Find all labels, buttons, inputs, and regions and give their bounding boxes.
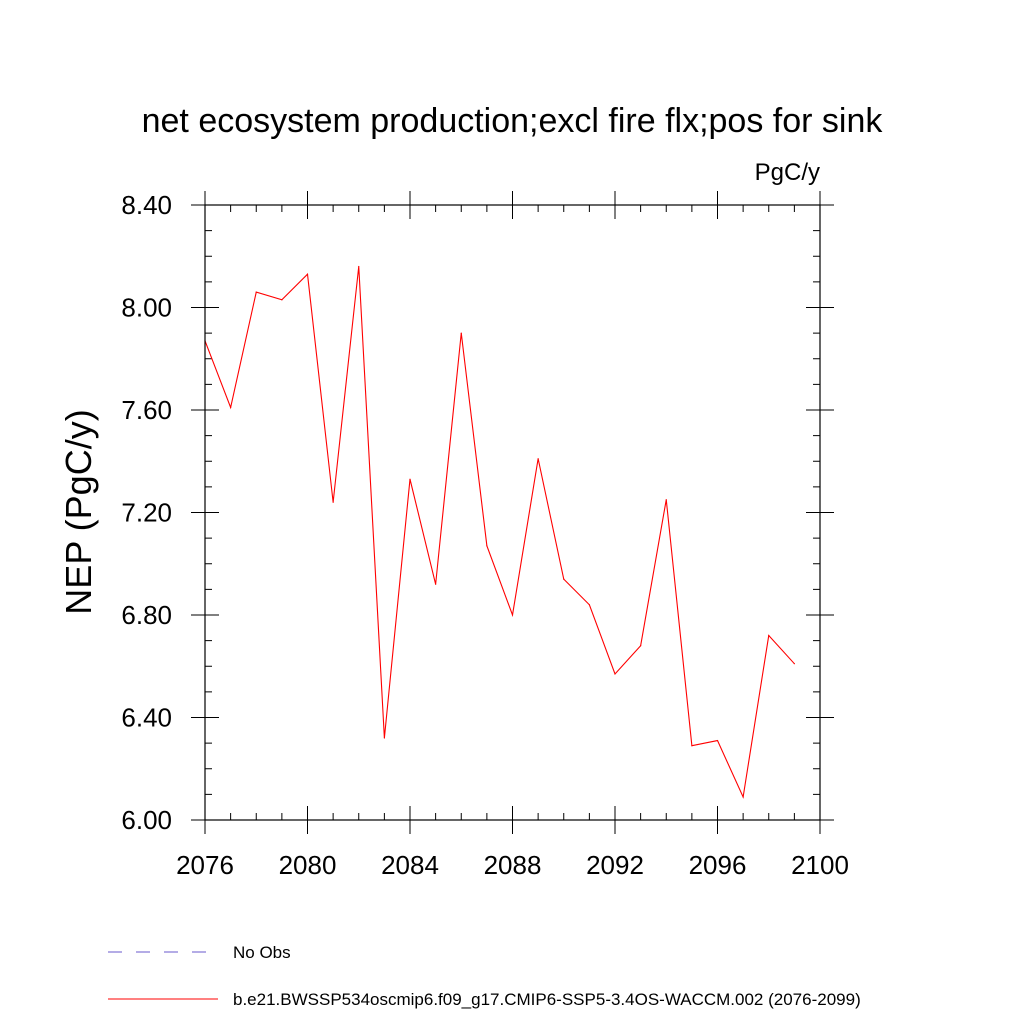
- data-point: [614, 673, 616, 675]
- data-point: [665, 499, 667, 501]
- data-point: [435, 583, 437, 585]
- data-point: [511, 614, 514, 616]
- chart-title: net ecosystem production;excl fire flx;p…: [142, 102, 884, 140]
- legend: No Obs b.e21.BWSSP534oscmip6.f09_g17.CMI…: [108, 943, 861, 1009]
- y-tick-label: 6.00: [121, 805, 172, 835]
- data-point: [383, 737, 385, 739]
- data-point: [460, 332, 462, 334]
- tick-labels: 2076 2080 2084 2088 2092 2096 2100 6.00 6.40 6.80…: [121, 190, 849, 880]
- data-point: [281, 299, 283, 301]
- x-tick-label: 2096: [689, 850, 747, 880]
- data-point: [230, 406, 232, 409]
- data-point: [537, 458, 539, 460]
- data-point: [742, 796, 744, 798]
- series-line: [204, 266, 795, 799]
- data-point: [332, 501, 334, 503]
- x-tick-label: 2080: [279, 850, 337, 880]
- data-point: [486, 545, 488, 547]
- data-point: [768, 634, 770, 637]
- y-tick-label: 7.60: [121, 395, 172, 425]
- x-tick-label: 2092: [586, 850, 644, 880]
- x-tick-label: 2084: [381, 850, 439, 880]
- data-point: [409, 478, 411, 480]
- data-point: [255, 291, 257, 293]
- data-point: [691, 745, 693, 747]
- y-tick-label: 8.40: [121, 190, 172, 220]
- data-point: [563, 578, 565, 580]
- units-label: PgC/y: [755, 159, 820, 186]
- data-point: [588, 604, 590, 606]
- y-tick-label: 6.40: [121, 703, 172, 733]
- data-point: [716, 739, 719, 742]
- data-point: [306, 273, 309, 275]
- x-tick-label: 2088: [484, 850, 542, 880]
- plot-frame: [204, 204, 821, 821]
- y-tick-label: 6.80: [121, 600, 172, 630]
- y-tick-label: 8.00: [121, 293, 172, 323]
- y-tick-label: 7.20: [121, 498, 172, 528]
- data-point: [640, 645, 642, 647]
- x-tick-label: 2100: [791, 850, 849, 880]
- data-point: [793, 663, 795, 665]
- y-axis-label: NEP (PgC/y): [58, 409, 99, 614]
- x-tick-label: 2076: [176, 850, 234, 880]
- plot-area: [204, 265, 795, 799]
- legend-label-no-obs: No Obs: [233, 943, 291, 962]
- axis-ticks: [191, 191, 834, 834]
- data-point: [358, 265, 360, 268]
- legend-label-model: b.e21.BWSSP534oscmip6.f09_g17.CMIP6-SSP5…: [233, 990, 861, 1009]
